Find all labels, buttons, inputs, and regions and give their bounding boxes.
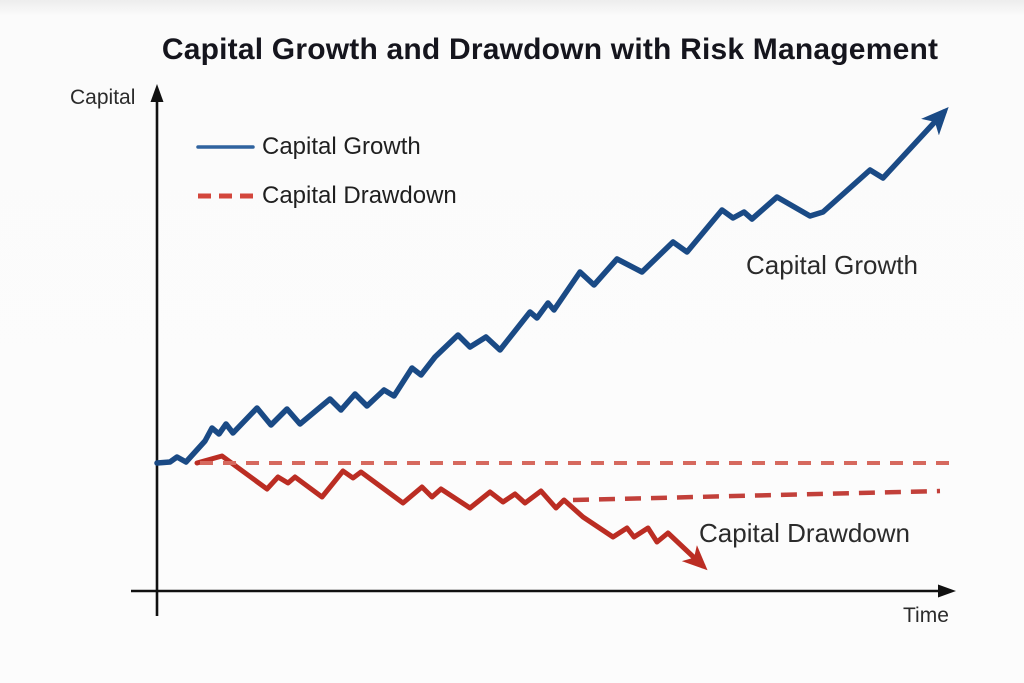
annotation-capital-growth: Capital Growth [746,250,918,280]
series-capital-drawdown [194,453,708,571]
series-capital-growth [154,106,949,466]
legend-label-capital-growth: Capital Growth [262,133,421,160]
legend-label-capital-drawdown: Capital Drawdown [262,182,457,209]
y-axis-label: Capital [70,86,136,109]
y-axis-arrow-icon [150,84,164,102]
series-drawdown-reference-level [572,488,941,503]
x-axis-label: Time [903,604,949,627]
x-axis-arrow-icon [938,584,956,598]
annotation-capital-drawdown: Capital Drawdown [699,518,910,548]
chart-title: Capital Growth and Drawdown with Risk Ma… [161,33,939,66]
